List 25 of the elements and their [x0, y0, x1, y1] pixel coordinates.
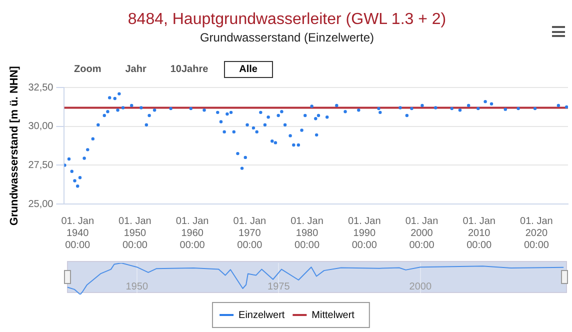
- text: 10Jahre: [169, 63, 210, 77]
- x-tick-label: 2000: [409, 281, 432, 292]
- x-tick-label: 01. Jan 2000 00:00: [405, 216, 438, 251]
- y-tick-label: 25,00: [28, 198, 54, 210]
- x-tick-label: 1975: [268, 281, 290, 292]
- y-axis-title: Grundwasserstand [m ü. NHN]: [8, 66, 21, 226]
- legend-label: Einzelwert: [238, 310, 285, 321]
- y-tick-label: 32,50: [28, 82, 54, 94]
- text: Zoom: [73, 63, 102, 77]
- x-tick-label: 01. Jan 1950 00:00: [118, 216, 152, 251]
- text: Jahr: [124, 63, 148, 77]
- chart-subtitle: Grundwasserstand (Einzelwerte): [200, 30, 374, 45]
- x-tick-label: 01. Jan 1960 00:00: [176, 216, 209, 251]
- x-tick-label: 01. Jan 2010 00:00: [462, 216, 496, 251]
- x-tick-label: 1950: [126, 281, 148, 292]
- text: Alle: [224, 61, 272, 78]
- x-tick-label: 01. Jan 1940 00:00: [61, 216, 94, 251]
- y-tick-label: 30,00: [28, 121, 54, 132]
- legend-label: Mittelwert: [312, 310, 355, 321]
- chart-title: 8484, Hauptgrundwasserleiter (GWL 1.3 + 2): [128, 11, 446, 28]
- x-tick-label: 01. Jan 1990 00:00: [348, 216, 381, 251]
- x-tick-label: 01. Jan 2020 00:00: [520, 216, 553, 251]
- x-tick-label: 01. Jan 1980 00:00: [290, 216, 324, 251]
- y-tick-label: 27,50: [28, 160, 54, 171]
- x-tick-label: 01. Jan 1970 00:00: [233, 216, 266, 251]
